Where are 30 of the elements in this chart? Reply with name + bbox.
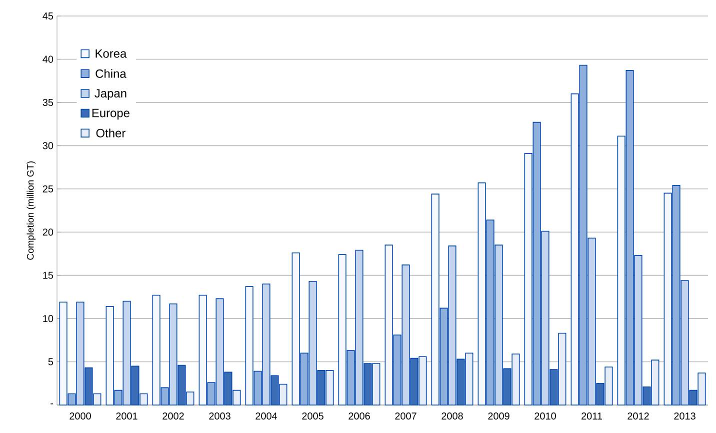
y-tick-label: 5 (48, 358, 54, 366)
x-tick-label: 2004 (256, 412, 278, 420)
x-tick-label: 2012 (628, 412, 649, 420)
x-tick-label: 2013 (674, 412, 696, 420)
x-tick-label: 2007 (395, 412, 416, 420)
legend-label: Other (96, 128, 126, 138)
legend-label: Korea (96, 49, 127, 58)
x-tick-label: 2008 (442, 412, 463, 420)
x-tick-label: 2006 (348, 412, 370, 420)
legend-label: Europe (92, 108, 130, 120)
y-tick-label: 15 (43, 272, 54, 279)
x-tick-label: 2009 (488, 412, 510, 420)
x-tick-label: 2003 (209, 412, 230, 420)
x-tick-label: 2010 (534, 412, 556, 420)
y-tick-label: 30 (42, 142, 54, 150)
y-tick-label: - (50, 403, 54, 404)
x-tick-label: 2000 (70, 412, 91, 420)
legend-label: China (96, 69, 126, 78)
y-tick-label: 45 (42, 12, 54, 20)
y-tick-label: 25 (42, 185, 54, 192)
x-tick-label: 2002 (162, 412, 184, 420)
y-tick-label: 10 (43, 315, 54, 322)
y-axis-title: Completion (million GT) (26, 161, 36, 260)
legend-label: Japan (94, 89, 126, 100)
y-tick-label: 20 (42, 228, 54, 236)
x-tick-label: 2005 (302, 412, 324, 420)
y-tick-label: 40 (42, 56, 54, 63)
y-tick-label: 35 (42, 98, 54, 106)
x-tick-label: 2001 (116, 412, 138, 420)
x-tick-label: 2011 (582, 412, 602, 420)
